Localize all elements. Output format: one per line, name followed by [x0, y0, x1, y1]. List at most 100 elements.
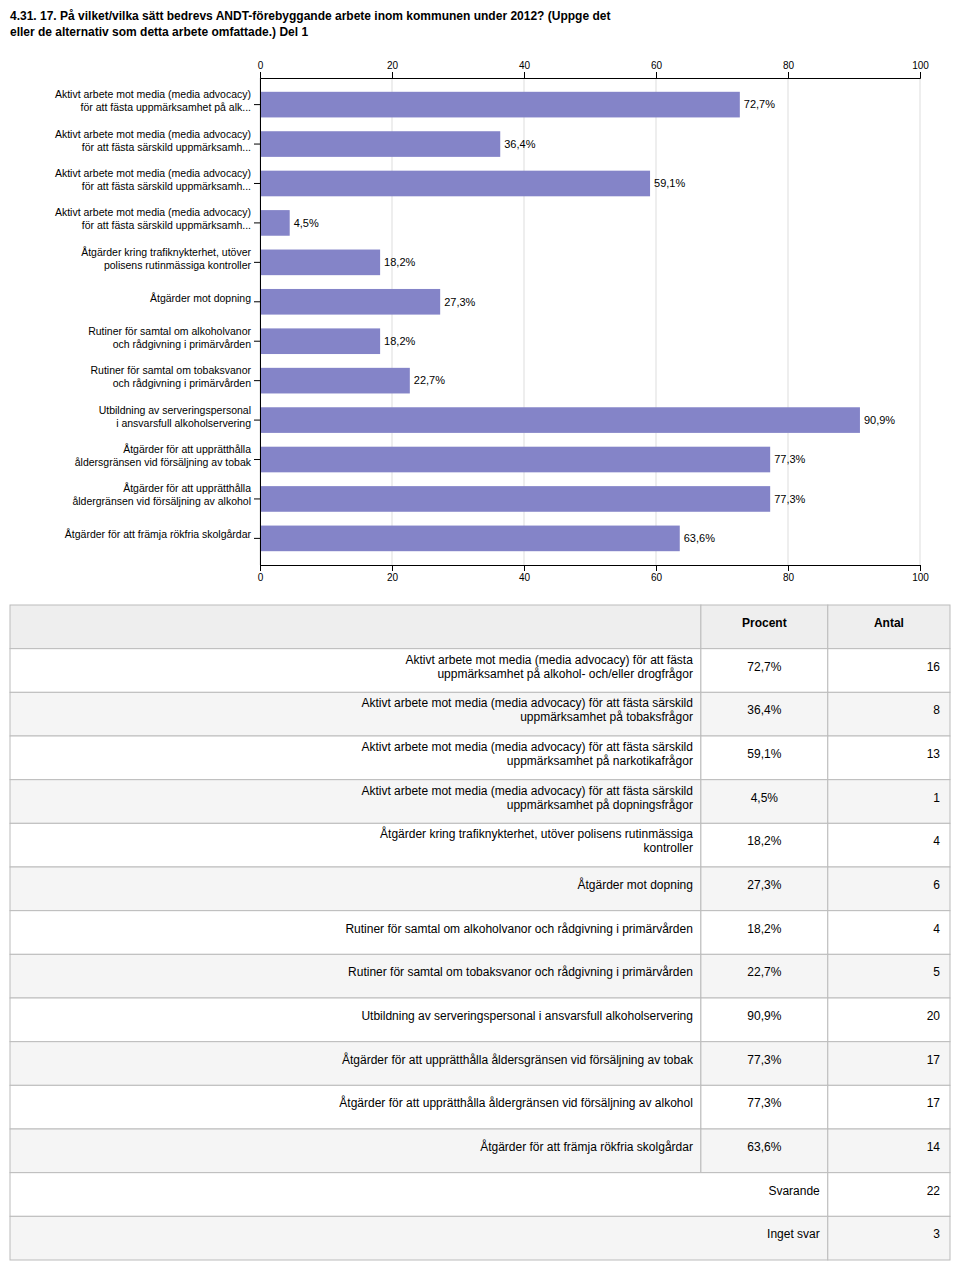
table-cell: [701, 692, 828, 736]
tick-label: Utbildning av serveringspersonali ansvar…: [99, 404, 251, 429]
table-text: Rutiner för samtal om alkoholvanor och r…: [345, 922, 693, 936]
text-line: Åtgärder för att upprätthålla åldergräns…: [339, 1095, 693, 1110]
text-line: 77,3%: [747, 1096, 781, 1110]
bars: [260, 92, 860, 551]
data-label: 27,3%: [444, 296, 475, 308]
table-text: 22: [927, 1184, 941, 1198]
text-line: Utbildning av serveringspersonal i ansva…: [361, 1009, 693, 1023]
text-line: Rutiner för samtal om tobaksvanor och rå…: [348, 965, 693, 979]
title-line: 4.31. 17. På vilket/vilka sätt bedrevs A…: [10, 9, 610, 23]
tick: Aktivt arbete mot media (media advocacy)…: [55, 128, 260, 153]
text-line: uppmärksamhet på alkohol- och/eller drog…: [437, 667, 692, 681]
text-line: 59,1%: [747, 747, 781, 761]
tick-mark: [254, 183, 260, 184]
text-line: för att fästa uppmärksamhet på alk...: [81, 101, 251, 113]
bar: [260, 368, 410, 394]
tick-mark: [254, 144, 260, 145]
text-line: 36,4%: [747, 703, 781, 717]
table-text: Procent: [742, 616, 787, 630]
text-line: Aktivt arbete mot media (media advocacy): [55, 88, 251, 100]
text-line: Åtgärder kring trafiknykterhet, utöver: [81, 246, 251, 258]
tick-mark: [260, 72, 261, 78]
text-line: 22,7%: [747, 965, 781, 979]
text-line: 18,2%: [747, 922, 781, 936]
table: Procent Antal Aktivt arbete mot media (med…: [10, 605, 950, 1260]
text-line: och rådgivning i primärvården: [113, 377, 251, 389]
tick: Aktivt arbete mot media (media advocacy)…: [55, 206, 260, 231]
table-cell: [10, 867, 701, 911]
table-cell: [701, 1042, 828, 1086]
text-line: 1: [933, 791, 940, 805]
table-text: 17: [927, 1096, 941, 1110]
table-cell: [701, 736, 828, 780]
table-text: 22,7%: [747, 965, 781, 979]
text-line: 4,5%: [751, 791, 779, 805]
text-line: Aktivt arbete mot media (media advocacy)…: [405, 653, 693, 667]
tick-label: Rutiner för samtal om alkoholvanoroch rå…: [88, 325, 251, 350]
table-cell: [701, 911, 828, 955]
text-line: Aktivt arbete mot media (media advocacy): [55, 128, 251, 140]
bar: [260, 526, 680, 552]
data-labels: 72,7%36,4%59,1%4,5%18,2%27,3%18,2%22,7%9…: [294, 98, 896, 544]
table-text: 20: [927, 1009, 941, 1023]
table-text: Svarande: [768, 1184, 820, 1198]
table-text: 59,1%: [747, 747, 781, 761]
tick-label: 40: [519, 572, 531, 583]
table-cell: [828, 1129, 950, 1173]
tick-mark: [920, 565, 921, 571]
tick-label: Åtgärder för att upprätthållaåldersgräns…: [75, 443, 252, 468]
text-line: 13: [927, 747, 941, 761]
text-line: Antal: [874, 616, 904, 630]
tick-label: 60: [651, 60, 663, 71]
text-line: 8: [933, 703, 940, 717]
text-line: för att fästa särskild uppmärksamh...: [82, 219, 251, 231]
data-label: 22,7%: [414, 374, 445, 386]
tick-mark: [920, 72, 921, 78]
text-line: 20: [927, 1009, 941, 1023]
tick: 20: [387, 565, 399, 583]
table-cell: [10, 1173, 828, 1217]
tick-label: 60: [651, 572, 663, 583]
text-line: 4: [933, 834, 940, 848]
grid-line: [260, 78, 261, 565]
table-cell: [701, 605, 828, 649]
tick: 0: [258, 565, 264, 583]
tick-label: Rutiner för samtal om tobaksvanoroch råd…: [91, 364, 252, 389]
text-line: polisens rutinmässiga kontroller: [104, 259, 252, 271]
text-line: Aktivt arbete mot media (media advocacy)…: [361, 784, 692, 798]
chart: 4.31. 17. På vilket/vilka sätt bedrevs A…: [0, 0, 960, 1274]
data-label: 59,1%: [654, 177, 685, 189]
text-line: Åtgärder för att upprätthålla: [123, 482, 251, 494]
table-cell: [10, 1216, 828, 1260]
table-text: Utbildning av serveringspersonal i ansva…: [361, 1009, 693, 1023]
tick-mark: [788, 565, 789, 571]
table-cell: [10, 780, 701, 824]
axis-line: [260, 79, 261, 566]
table-cell: [10, 911, 701, 955]
table-cell: [701, 1085, 828, 1129]
table-cell: [828, 1216, 950, 1260]
tick: Åtgärder för att upprätthållaåldergränse…: [72, 482, 260, 507]
text-line: i ansvarsfull alkoholservering: [116, 417, 251, 429]
data-label: 4,5%: [294, 217, 319, 229]
table-text: 1: [933, 791, 940, 805]
table-cell: [10, 954, 701, 998]
table-cell: [701, 867, 828, 911]
bar: [260, 92, 740, 118]
axis-line: [261, 72, 921, 79]
tick: Rutiner för samtal om tobaksvanoroch råd…: [91, 364, 260, 389]
tick-mark: [254, 222, 260, 223]
table-text: Aktivt arbete mot media (media advocacy)…: [405, 653, 693, 681]
tick-label: Åtgärder kring trafiknykterhet, utöverpo…: [81, 246, 251, 271]
tick: 80: [783, 565, 795, 583]
tick-label: 40: [519, 60, 531, 71]
text-line: Aktivt arbete mot media (media advocacy): [55, 167, 251, 179]
text-line: Rutiner för samtal om alkoholvanor: [88, 325, 251, 337]
tick: 100: [912, 565, 929, 583]
tick-mark: [254, 262, 260, 263]
text-line: 17: [927, 1053, 941, 1067]
data-label: 77,3%: [774, 493, 805, 505]
table-text: 17: [927, 1053, 941, 1067]
tick: Åtgärder mot dopning: [150, 292, 260, 304]
tick: Åtgärder för att upprätthållaåldersgräns…: [75, 443, 260, 468]
